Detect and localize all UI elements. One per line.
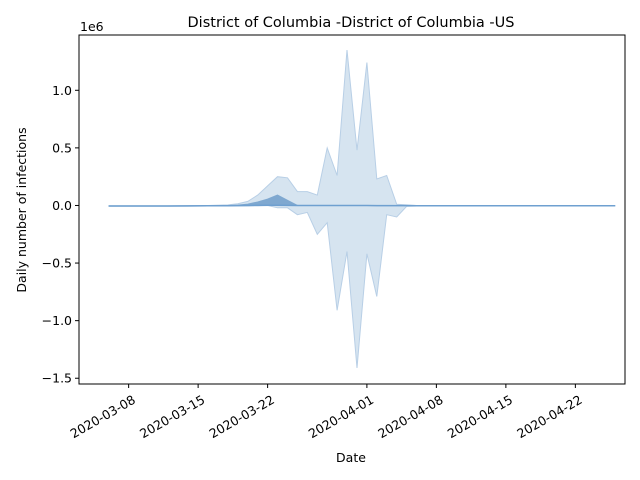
x-tick-label: 2020-04-01 <box>306 392 376 441</box>
y-tick-label: 0.0 <box>52 198 72 213</box>
x-tick-label: 2020-03-08 <box>68 392 138 441</box>
chart-title: District of Columbia -District of Columb… <box>188 15 515 31</box>
y-tick-label: −1.5 <box>42 371 72 386</box>
y-axis-label: Daily number of infections <box>14 127 29 292</box>
outer-confidence-band <box>108 49 616 368</box>
x-tick-label: 2020-04-15 <box>445 392 515 441</box>
y-tick-label: −0.5 <box>42 256 72 271</box>
y-axis: −1.5 −1.0 −0.5 0.0 0.5 1.0 <box>42 83 79 386</box>
x-tick-label: 2020-03-22 <box>206 392 276 441</box>
x-tick-label: 2020-04-22 <box>514 392 584 441</box>
y-tick-label: 1.0 <box>52 83 72 98</box>
y-tick-label: 0.5 <box>52 140 72 155</box>
x-tick-label: 2020-03-15 <box>137 392 207 441</box>
x-axis: 2020-03-08 2020-03-15 2020-03-22 2020-04-01… <box>68 384 585 441</box>
x-tick-label: 2020-04-08 <box>375 392 445 441</box>
y-tick-label: −1.0 <box>42 313 72 328</box>
y-offset-label: 1e6 <box>80 19 104 34</box>
x-axis-label: Date <box>336 450 366 465</box>
plot-frame <box>78 34 626 385</box>
mean-line <box>108 204 616 207</box>
plot-area <box>78 34 626 385</box>
